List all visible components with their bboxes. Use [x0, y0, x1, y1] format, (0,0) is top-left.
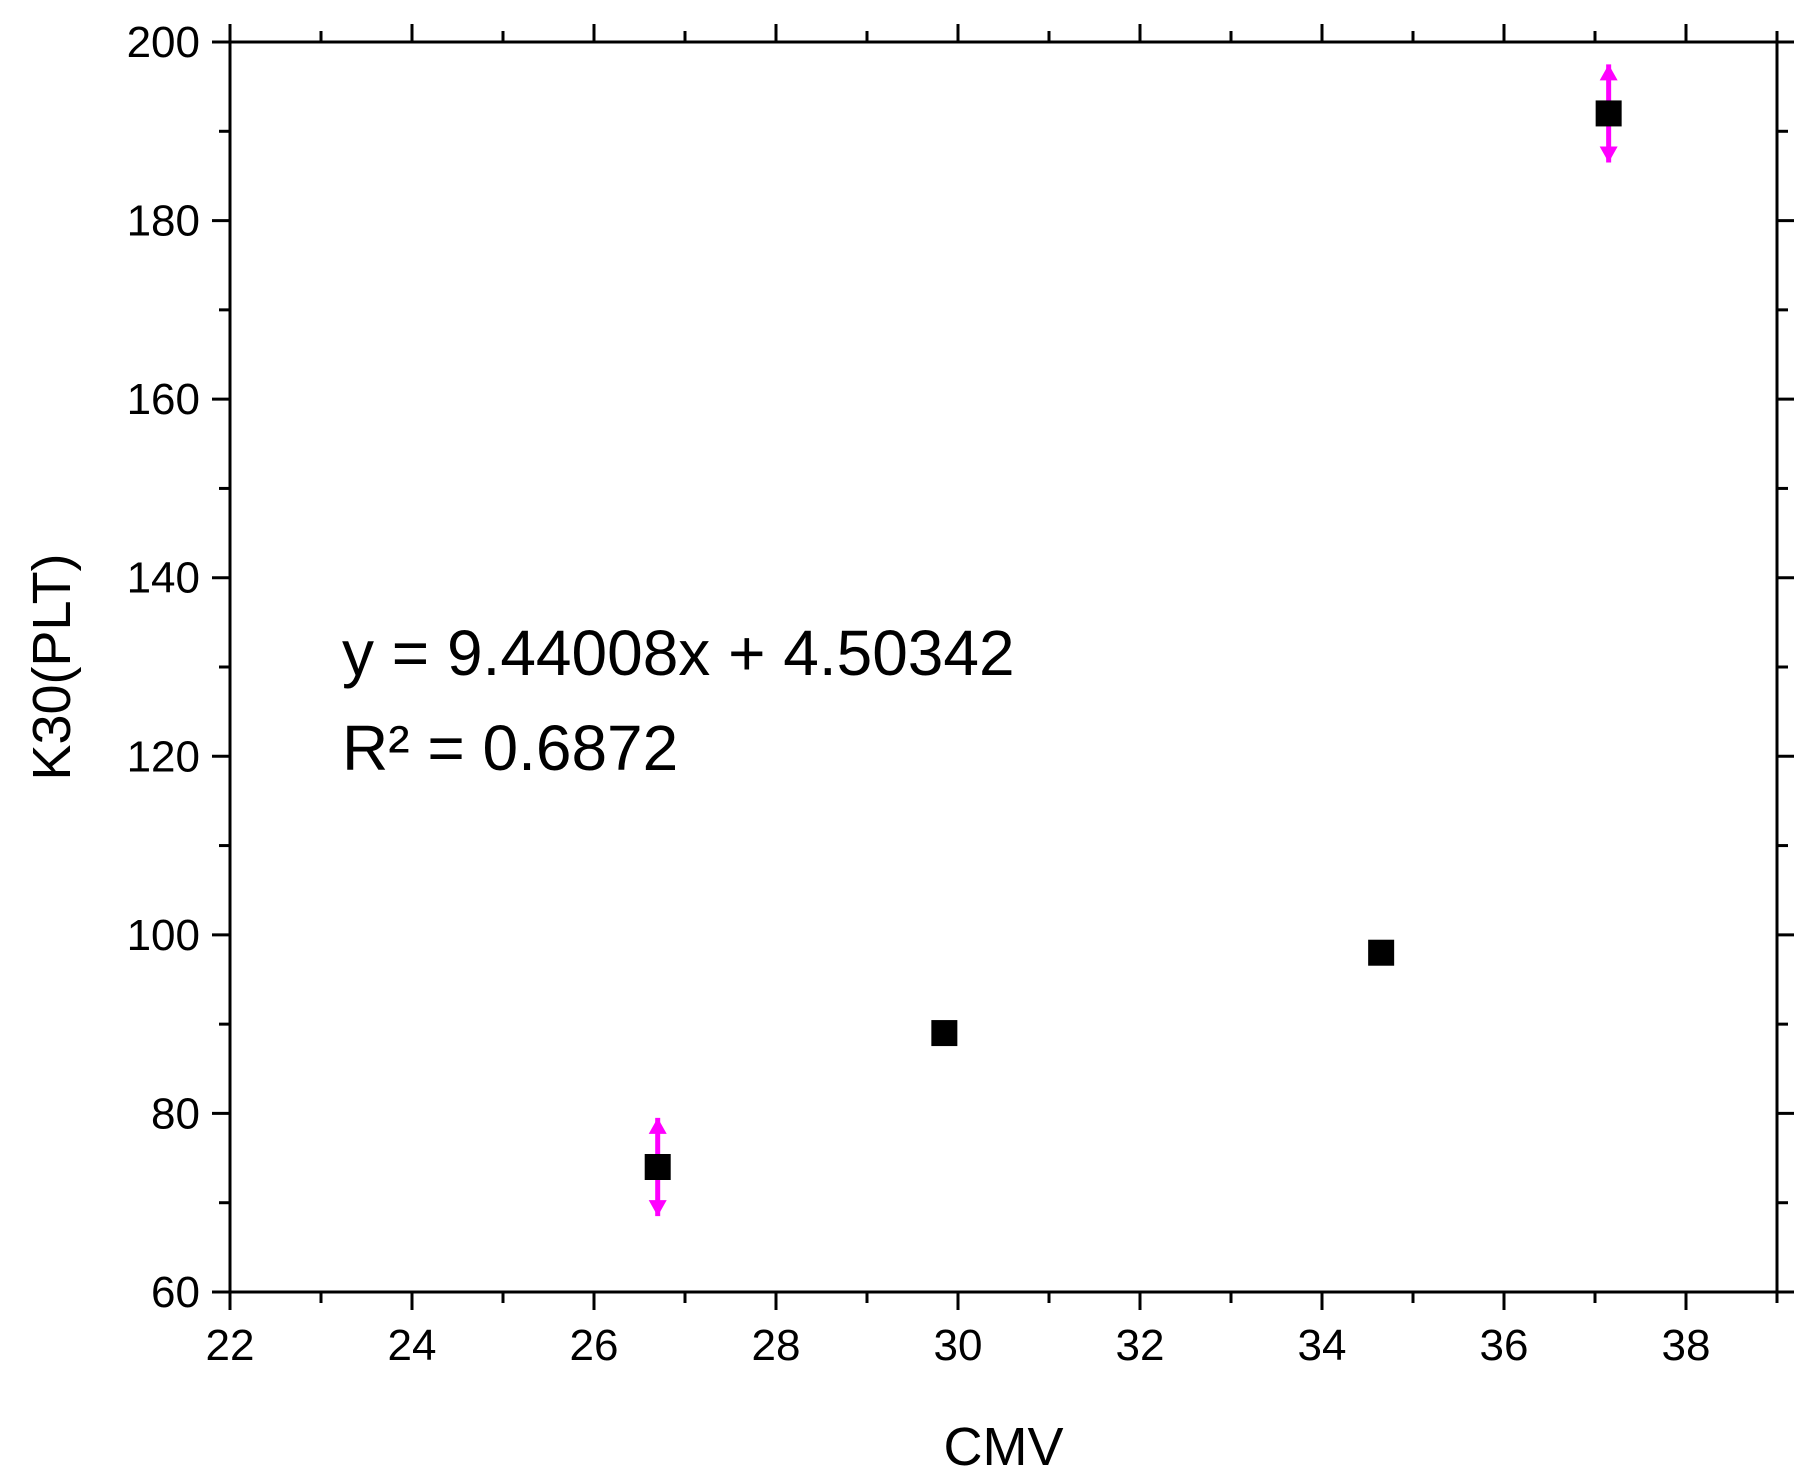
y-tick-label: 160: [127, 375, 200, 424]
y-tick-label: 200: [127, 18, 200, 67]
y-tick-label: 140: [127, 554, 200, 603]
x-tick-label: 28: [752, 1321, 801, 1370]
data-point: [931, 1020, 958, 1047]
error-cap-bottom: [1599, 146, 1618, 163]
y-axis-title: K30(PLT): [22, 553, 82, 780]
data-point: [1595, 100, 1622, 127]
fit-equation: y = 9.44008x + 4.50342: [342, 617, 1015, 689]
y-tick-label: 80: [151, 1089, 200, 1138]
x-axis-title: CMV: [944, 1417, 1064, 1477]
y-tick-label: 100: [127, 911, 200, 960]
x-tick-label: 38: [1662, 1321, 1711, 1370]
error-cap-top: [648, 1117, 667, 1134]
y-tick-label: 120: [127, 732, 200, 781]
data-point: [644, 1154, 671, 1180]
r-squared-label: R² = 0.6872: [342, 712, 678, 784]
x-tick-label: 22: [206, 1321, 255, 1370]
plot-frame: [228, 40, 1779, 1294]
x-tick-label: 32: [1116, 1321, 1165, 1370]
y-tick-label: 60: [151, 1268, 200, 1317]
x-tick-label: 30: [934, 1321, 983, 1370]
tick-labels: 22 24 26 28 30 32 34 36 38 60 80 100 120 140 160 180 200: [127, 18, 1711, 1370]
x-tick-label: 24: [388, 1321, 437, 1370]
error-cap-bottom: [648, 1200, 667, 1217]
axis-ticks: [212, 24, 1794, 1310]
x-tick-label: 36: [1480, 1321, 1529, 1370]
x-tick-label: 26: [570, 1321, 619, 1370]
error-cap-top: [1599, 64, 1618, 81]
x-tick-label: 34: [1298, 1321, 1347, 1370]
y-tick-label: 180: [127, 197, 200, 246]
data-points: [644, 100, 1622, 1180]
data-point: [1368, 939, 1395, 966]
